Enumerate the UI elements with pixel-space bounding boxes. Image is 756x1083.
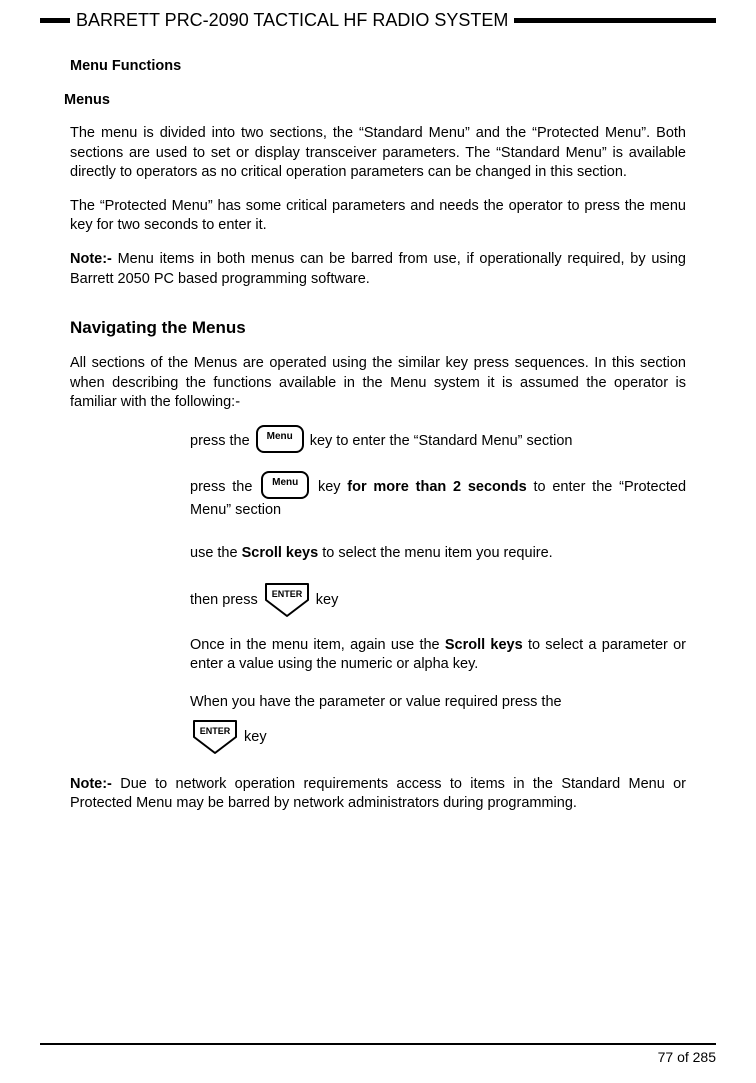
enter-key-icon: ENTER [192, 719, 238, 755]
section-subtitle-menus: Menus [64, 91, 686, 111]
header-title: BARRETT PRC-2090 TACTICAL HF RADIO SYSTE… [70, 10, 514, 31]
menu-key-icon: Menu [261, 471, 309, 499]
header-rule-left [40, 18, 70, 23]
note-2-body: Due to network operation requirements ac… [70, 776, 686, 812]
instruction-4: then press ENTER key [190, 582, 686, 618]
instr-5-pre: Once in the menu item, again use the [190, 637, 445, 653]
footer-rule [40, 1043, 716, 1045]
instr-4-pre: then press [190, 592, 262, 608]
content: Menu Functions Menus The menu is divided… [40, 51, 716, 814]
instruction-5: Once in the menu item, again use the Scr… [190, 636, 686, 675]
enter-key-label: ENTER [200, 726, 231, 736]
paragraph-nav-intro: All sections of the Menus are operated u… [70, 354, 686, 413]
instruction-3: use the Scroll keys to select the menu i… [190, 544, 686, 564]
instr-2-pre: press the [190, 479, 259, 495]
instruction-6: When you have the parameter or value req… [190, 693, 686, 713]
page-footer: 77 of 285 [40, 1043, 716, 1065]
instruction-2: press the Menu key for more than 2 secon… [190, 473, 686, 521]
instr-2-bold: for more than 2 seconds [347, 479, 526, 495]
note-2: Note:- Due to network operation requirem… [70, 775, 686, 814]
instruction-7: ENTER key [190, 719, 686, 755]
note-1: Note:- Menu items in both menus can be b… [70, 250, 686, 289]
menu-key-icon: Menu [256, 425, 304, 453]
header-rule-right [514, 18, 716, 23]
instruction-1: press the Menu key to enter the “Standar… [190, 427, 686, 455]
instr-3-post: to select the menu item you require. [318, 545, 553, 561]
instruction-block: press the Menu key to enter the “Standar… [190, 427, 686, 755]
note-1-label: Note:- [70, 251, 112, 267]
header-rule-row: BARRETT PRC-2090 TACTICAL HF RADIO SYSTE… [40, 10, 716, 31]
instr-5-bold: Scroll keys [445, 637, 523, 653]
page-number: 77 of 285 [40, 1049, 716, 1065]
enter-key-icon: ENTER [264, 582, 310, 618]
paragraph-intro-1: The menu is divided into two sections, t… [70, 124, 686, 183]
page: BARRETT PRC-2090 TACTICAL HF RADIO SYSTE… [0, 0, 756, 1083]
instr-4-post: key [312, 592, 339, 608]
instr-1-post: key to enter the “Standard Menu” section [306, 433, 573, 449]
section-title-navigating: Navigating the Menus [70, 317, 686, 340]
note-1-body: Menu items in both menus can be barred f… [70, 251, 686, 287]
instr-1-pre: press the [190, 433, 254, 449]
paragraph-intro-2: The “Protected Menu” has some critical p… [70, 197, 686, 236]
instr-3-pre: use the [190, 545, 242, 561]
instr-7-post: key [240, 728, 267, 744]
instr-2-mid: key [311, 479, 347, 495]
instr-3-bold: Scroll keys [242, 545, 319, 561]
page-header: BARRETT PRC-2090 TACTICAL HF RADIO SYSTE… [40, 10, 716, 31]
note-2-label: Note:- [70, 776, 112, 792]
enter-key-label: ENTER [271, 589, 302, 599]
section-title-menu-functions: Menu Functions [70, 57, 686, 77]
